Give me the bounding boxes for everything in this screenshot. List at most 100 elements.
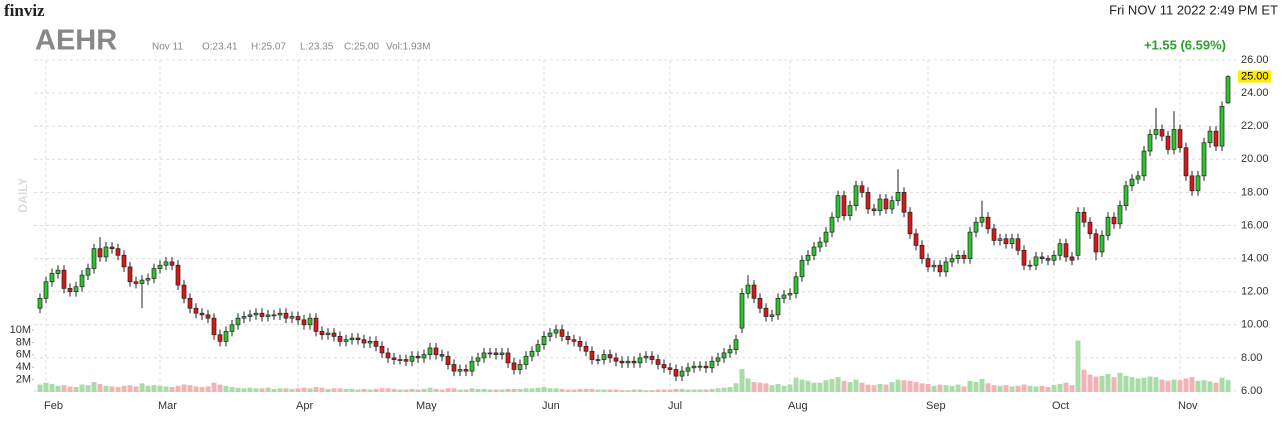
candle-body [175, 264, 181, 286]
candle-body [913, 233, 919, 246]
volume-bar [61, 385, 67, 392]
candle-body [211, 317, 217, 336]
volume-bar [415, 389, 421, 392]
volume-bar [793, 377, 799, 392]
volume-bar [469, 388, 475, 392]
volume-bar [487, 389, 493, 392]
volume-bar [841, 380, 847, 392]
volume-bar [787, 384, 793, 392]
volume-bar [985, 383, 991, 392]
volume-bar [175, 385, 181, 392]
ohlc-label: H:25.07 [251, 42, 286, 53]
volume-bar [769, 385, 775, 392]
volume-bar [1015, 385, 1021, 392]
volume-bar [763, 383, 769, 392]
y-tick-label: 20.00 [1241, 153, 1269, 165]
volume-bar [211, 382, 217, 392]
candle-body [505, 352, 511, 364]
volume-bar [1051, 385, 1057, 392]
volume-bar [757, 382, 763, 392]
volume-bar [907, 380, 913, 392]
volume-bar [751, 382, 757, 392]
candle-body [457, 369, 463, 372]
candle-body [787, 293, 793, 296]
volume-bar [97, 383, 103, 392]
candle-body [781, 294, 787, 299]
candle-body [259, 312, 265, 317]
x-tick-label: Apr [296, 400, 313, 412]
candle-body [541, 336, 547, 346]
candle-body [661, 364, 667, 369]
candle-body [529, 350, 535, 357]
volume-bar [43, 382, 49, 392]
candle-body [805, 254, 811, 261]
candle-body [961, 254, 967, 259]
candle-body [463, 369, 469, 372]
candle-body [577, 341, 583, 347]
y-tick-label: 24.00 [1241, 87, 1269, 99]
candle-body [61, 269, 67, 289]
candle-body [163, 261, 169, 266]
volume-bar [691, 389, 697, 392]
volume-bar [403, 389, 409, 392]
candle-body [181, 284, 187, 299]
y-tick-label: 6.00 [1241, 385, 1262, 397]
volume-bar [1129, 377, 1135, 392]
volume-bar [1081, 369, 1087, 392]
volume-bar [373, 388, 379, 392]
candle-body [907, 211, 913, 235]
candle-body [139, 279, 145, 284]
candle-body [649, 355, 655, 360]
volume-bar [589, 388, 595, 392]
volume-bar [1153, 377, 1159, 392]
volume-bar [799, 379, 805, 392]
volume-bar [49, 383, 55, 392]
volume-bar [349, 388, 355, 392]
candle-body [1003, 238, 1009, 245]
volume-bar [331, 388, 337, 392]
ticker: AEHR [35, 25, 117, 57]
volume-bar [397, 389, 403, 392]
candle-body [565, 336, 571, 341]
candle-body [523, 355, 529, 365]
candle-body [871, 208, 877, 211]
volume-bar [895, 379, 901, 392]
candle-body [841, 195, 847, 216]
candle-body [289, 316, 295, 319]
candle-body [439, 354, 445, 357]
candle-body [121, 254, 127, 268]
volume-bar [433, 388, 439, 392]
volume-bar [913, 382, 919, 392]
candle-body [319, 331, 325, 336]
logo[interactable]: finviz [4, 1, 45, 20]
candle-body [859, 185, 865, 193]
volume-bar [265, 387, 271, 392]
candle-body [355, 337, 361, 341]
candle-body [865, 192, 871, 210]
candle-body [187, 297, 193, 309]
volume-bar [565, 389, 571, 392]
candle-body [1147, 134, 1153, 152]
x-tick-label: Feb [44, 400, 63, 412]
candle-body [445, 355, 451, 365]
last-price-label: 25.00 [1241, 70, 1269, 82]
ohlc-label: L:23.35 [300, 42, 334, 53]
volume-bar [991, 385, 997, 392]
candle-body [793, 276, 799, 294]
volume-bar [547, 388, 553, 392]
volume-bar [1009, 386, 1015, 392]
candle-body [643, 355, 649, 359]
x-tick-label: Oct [1052, 400, 1069, 412]
candle-body [409, 355, 415, 362]
volume-bar [505, 388, 511, 392]
candle-body [721, 352, 727, 359]
candle-body [625, 360, 631, 364]
candle-body [133, 281, 139, 284]
volume-bar [385, 388, 391, 392]
candle-body [733, 339, 739, 350]
volume-bar [1003, 385, 1009, 392]
volume-bar [961, 386, 967, 392]
candle-body [43, 281, 49, 299]
candle-body [499, 352, 505, 355]
